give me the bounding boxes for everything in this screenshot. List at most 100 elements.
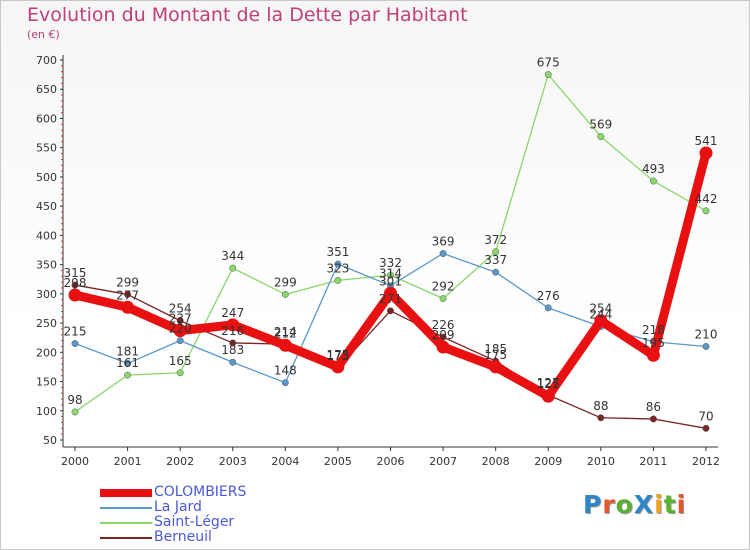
data-label: 442: [695, 192, 718, 206]
logo-letter: r: [602, 490, 616, 519]
data-point: [173, 324, 187, 338]
data-point: [541, 389, 555, 403]
data-point: [124, 359, 132, 367]
data-label: 277: [116, 288, 139, 302]
x-tick-label: 2008: [482, 455, 510, 468]
data-label: 98: [67, 393, 82, 407]
data-point: [544, 304, 552, 312]
data-point: [387, 307, 394, 315]
data-label: 86: [646, 400, 661, 414]
data-labels: 298 277 237 247 212 175 301 209 175 125 254 195 541 2…: [64, 56, 718, 424]
data-label: 337: [484, 253, 507, 267]
legend-swatch-colombiers: [100, 488, 152, 497]
data-point: [597, 414, 605, 422]
x-tick-label: 2002: [166, 455, 194, 468]
data-point: [124, 290, 132, 298]
data-label: 569: [589, 118, 612, 132]
data-point: [702, 207, 710, 215]
logo-letter: P: [583, 490, 603, 519]
y-tick-label: 200: [36, 346, 57, 359]
data-label: 292: [432, 280, 455, 294]
data-point: [334, 276, 342, 284]
data-point: [646, 348, 660, 362]
data-point: [334, 260, 342, 268]
data-label: 299: [116, 275, 139, 289]
legend-label: Berneuil: [154, 529, 212, 545]
legend-item-la-jard: La Jard: [100, 500, 246, 515]
data-label: 127: [537, 376, 560, 390]
data-label: 214: [274, 325, 297, 339]
x-tick-label: 2010: [587, 455, 615, 468]
data-label: 332: [379, 256, 402, 270]
x-tick-label: 2012: [692, 455, 720, 468]
logo-letter: i: [676, 490, 687, 519]
data-point: [71, 408, 79, 416]
data-point: [229, 264, 237, 272]
data-point: [544, 71, 552, 79]
data-point: [597, 133, 605, 141]
data-label: 185: [484, 342, 507, 356]
y-tick-label: 250: [36, 317, 57, 330]
data-label: 254: [169, 302, 192, 316]
series-saint-l-ger: [71, 71, 710, 416]
x-tick-label: 2006: [377, 455, 405, 468]
y-tick-label: 100: [36, 405, 57, 418]
data-label: 70: [698, 409, 713, 423]
y-tick-label: 500: [36, 171, 57, 184]
y-tick-label: 400: [36, 229, 57, 242]
data-point: [71, 340, 79, 347]
data-label: 315: [64, 266, 87, 280]
y-tick-label: 300: [36, 288, 57, 301]
data-point: [439, 250, 447, 257]
series-lines: [68, 71, 713, 432]
data-point: [649, 177, 657, 185]
y-tick-label: 700: [36, 54, 57, 67]
data-label: 215: [64, 325, 87, 339]
legend-label: Saint-Léger: [154, 514, 235, 530]
data-label: 175: [484, 348, 507, 362]
data-point: [649, 415, 657, 423]
y-tick-label: 550: [36, 142, 57, 155]
data-label: 237: [169, 312, 192, 326]
x-tick-label: 2009: [534, 455, 562, 468]
data-point: [176, 317, 184, 325]
data-point: [124, 371, 132, 379]
y-tick-label: 150: [36, 376, 57, 389]
data-label: 276: [537, 289, 560, 303]
data-point: [176, 369, 184, 377]
data-label: 220: [169, 322, 192, 336]
data-point: [384, 286, 397, 300]
legend: COLOMBIERS La Jard Saint-Léger Berneuil: [100, 485, 246, 545]
data-label: 175: [326, 348, 349, 362]
legend-label: COLOMBIERS: [154, 484, 247, 500]
data-point: [439, 333, 447, 341]
data-label: 218: [642, 323, 665, 337]
data-point: [699, 146, 713, 160]
data-point: [702, 424, 710, 432]
data-point: [594, 314, 608, 328]
data-point: [387, 271, 394, 279]
data-label: 165: [169, 354, 192, 368]
data-point: [492, 268, 500, 276]
logo-letter: X: [633, 490, 655, 519]
data-point: [121, 300, 135, 314]
data-point: [331, 360, 345, 374]
data-label: 195: [642, 336, 665, 350]
data-label: 148: [274, 364, 297, 378]
data-label: 541: [695, 134, 718, 148]
data-label: 299: [274, 275, 297, 289]
legend-swatch-saint-leger: [100, 521, 152, 524]
data-label: 298: [64, 276, 87, 290]
data-point: [281, 379, 289, 387]
data-point: [71, 281, 79, 289]
x-tick-label: 2007: [429, 455, 457, 468]
chart-subtitle: (en €): [27, 28, 60, 41]
x-tick-label: 2011: [639, 455, 667, 468]
data-point: [489, 360, 503, 374]
legend-swatch-la-jard: [100, 506, 152, 509]
data-point: [176, 337, 184, 345]
data-point: [436, 340, 450, 354]
data-label: 369: [432, 235, 455, 249]
